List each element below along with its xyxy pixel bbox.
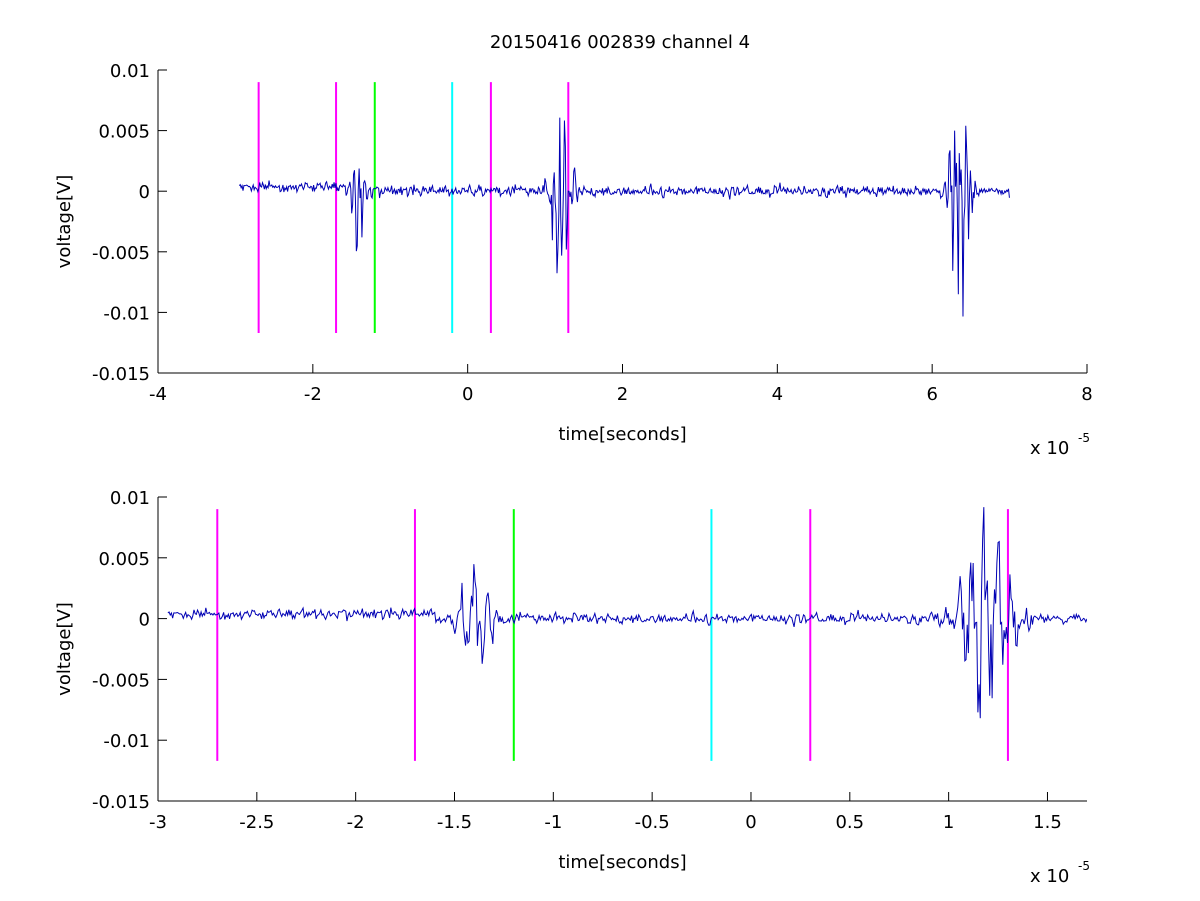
x-tick-label: -1.5 — [437, 812, 472, 833]
x-exponent-superscript: -5 — [1078, 859, 1090, 873]
y-axis-label: voltage[V] — [54, 175, 75, 269]
y-tick-label: -0.015 — [92, 364, 150, 385]
y-axis-label: voltage[V] — [54, 602, 75, 696]
x-tick-label: 8 — [1081, 384, 1092, 405]
x-tick-label: 0 — [745, 812, 756, 833]
signal-trace — [167, 507, 1087, 719]
x-tick-label: 6 — [926, 384, 937, 405]
y-tick-label: 0 — [139, 182, 150, 203]
x-exponent-label: x 10 — [1030, 438, 1069, 459]
x-exponent-superscript: -5 — [1078, 431, 1090, 445]
y-tick-label: -0.015 — [92, 792, 150, 813]
y-tick-label: -0.005 — [92, 243, 150, 264]
x-tick-label: -3 — [149, 812, 167, 833]
y-tick-label: 0.01 — [110, 61, 150, 82]
x-tick-label: 1.5 — [1033, 812, 1062, 833]
marker-lines — [257, 82, 570, 334]
top-plot: -4 -2 0 2 4 6 8 -0.015 -0.01 -0.005 0 0.005 0.01 time… — [54, 61, 1093, 459]
y-tick-label: 0.01 — [110, 488, 150, 509]
x-axis-label: time[seconds] — [558, 424, 686, 445]
x-tick-label: -2 — [347, 812, 365, 833]
y-tick-label: -0.01 — [103, 303, 150, 324]
x-tick-label: 1 — [943, 812, 954, 833]
y-tick-label: 0.005 — [98, 549, 150, 570]
signal-trace — [238, 117, 1010, 317]
x-tick-label: -1 — [544, 812, 562, 833]
x-tick-label: -2.5 — [239, 812, 274, 833]
x-tick-label: 4 — [772, 384, 783, 405]
y-tick-label: 0 — [139, 610, 150, 631]
x-exponent-label: x 10 — [1030, 866, 1069, 887]
bottom-plot: -3 -2.5 -2 -1.5 -1 -0.5 0 0.5 1 1.5 -0.015 -0.01 -0.… — [54, 488, 1090, 887]
x-tick-label: 2 — [617, 384, 628, 405]
x-tick-label: -2 — [304, 384, 322, 405]
x-axis-label: time[seconds] — [558, 852, 686, 873]
y-tick-label: -0.005 — [92, 670, 150, 691]
x-tick-label: 0 — [462, 384, 473, 405]
x-tick-label: -0.5 — [635, 812, 670, 833]
y-tick-label: -0.01 — [103, 731, 150, 752]
y-tick-label: 0.005 — [98, 122, 150, 143]
figure-title: 20150416 002839 channel 4 — [490, 32, 750, 53]
x-tick-label: -4 — [149, 384, 167, 405]
x-tick-label: 0.5 — [835, 812, 864, 833]
